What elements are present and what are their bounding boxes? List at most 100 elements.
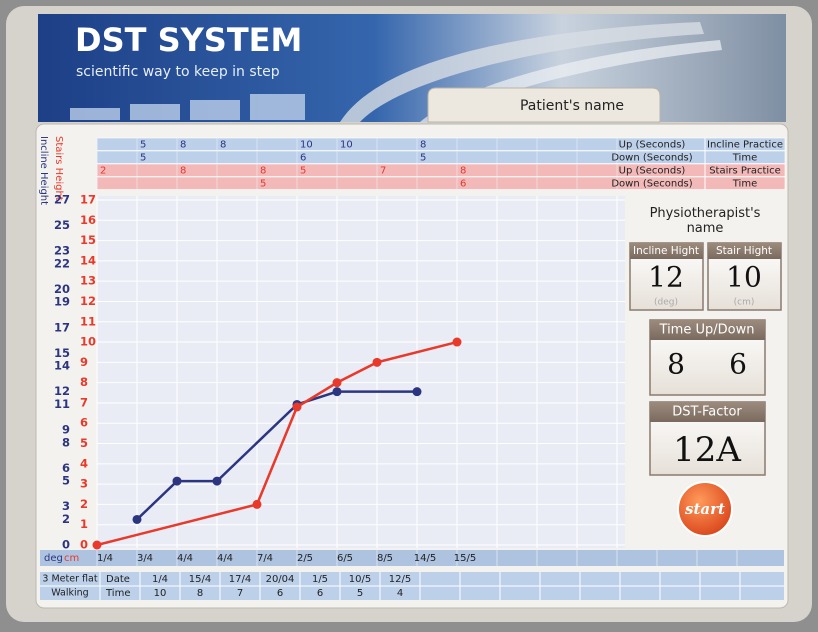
y2-tick-label: 13 (80, 274, 96, 288)
practice-value: 6 (300, 153, 306, 164)
walking-time: 5 (357, 588, 363, 599)
practice-value: 10 (300, 140, 313, 151)
data-point (373, 358, 382, 367)
practice-value: 10 (340, 140, 353, 151)
walking-date: 1/5 (312, 574, 328, 585)
y2-tick-label: 1 (80, 517, 88, 531)
practice-row-label: Down (Seconds) (611, 179, 692, 190)
practice-group-label: Time (732, 179, 757, 190)
y2-tick-label: 17 (80, 193, 96, 207)
y-tick-label: 27 (54, 193, 70, 207)
x-tick-label: 1/4 (97, 553, 113, 564)
practice-value: 5 (140, 140, 146, 151)
y-axis-label: deg (44, 553, 63, 564)
dst-label: DST-Factor (672, 405, 742, 420)
y-tick-label: 20 (54, 282, 70, 296)
app-title: DST SYSTEM (75, 21, 302, 59)
start-label[interactable]: start (685, 500, 725, 518)
y-tick-label: 14 (54, 359, 70, 373)
time-up: 8 (667, 348, 685, 381)
data-point (333, 387, 342, 396)
practice-value: 8 (220, 140, 226, 151)
incline-unit: (deg) (654, 298, 678, 308)
y2-tick-label: 0 (80, 538, 88, 552)
page: {"header": {"title": "DST SYSTEM", "subt… (0, 0, 818, 628)
y2-tick-label: 10 (80, 335, 96, 349)
walking-row-label: Time (105, 588, 130, 599)
x-tick-label: 4/4 (217, 553, 233, 564)
y-tick-label: 12 (54, 384, 70, 398)
y2-tick-label: 14 (80, 253, 96, 267)
walking-title: Walking (51, 588, 88, 599)
y2-tick-label: 12 (80, 294, 96, 308)
practice-value: 6 (460, 179, 466, 190)
walking-time: 7 (237, 588, 243, 599)
walking-time: 10 (154, 588, 167, 599)
app-subtitle: scientific way to keep in step (76, 64, 280, 80)
y2-tick-label: 5 (80, 436, 88, 450)
walking-date: 20/04 (266, 574, 295, 585)
y2-tick-label: 11 (80, 314, 96, 328)
y2-tick-label: 3 (80, 477, 88, 491)
x-tick-label: 3/4 (137, 553, 153, 564)
x-tick-label: 7/4 (257, 553, 273, 564)
walking-time: 6 (317, 588, 323, 599)
walking-date: 17/4 (229, 574, 251, 585)
y2-axis-label: cm (64, 553, 79, 564)
y-tick-label: 25 (54, 218, 70, 232)
screen: DST SYSTEM scientific way to keep in ste… (0, 0, 818, 628)
incline-label: Incline Hight (633, 245, 699, 257)
y2-tick-label: 6 (80, 416, 88, 430)
practice-value: 8 (420, 140, 426, 151)
axis-series-label: Stairs Height (53, 136, 64, 201)
y2-tick-label: 16 (80, 213, 96, 227)
walking-time: 6 (277, 588, 283, 599)
practice-value: 5 (420, 153, 426, 164)
practice-row-label: Up (Seconds) (619, 166, 686, 177)
time-down: 6 (729, 348, 747, 381)
y-tick-label: 2 (62, 512, 70, 526)
y-tick-label: 17 (54, 320, 70, 334)
practice-value: 8 (260, 166, 266, 177)
practice-value: 5 (300, 166, 306, 177)
physiotherapist-name[interactable]: Physiotherapist's name (640, 206, 770, 236)
practice-row-label: Down (Seconds) (611, 153, 692, 164)
x-tick-label: 15/5 (454, 553, 476, 564)
practice-value: 2 (100, 166, 106, 177)
walking-title: 3 Meter flat (42, 574, 97, 585)
walking-row-label: Date (106, 574, 130, 585)
practice-row-label: Up (Seconds) (619, 140, 686, 151)
y-tick-label: 23 (54, 244, 70, 258)
practice-value: 8 (180, 166, 186, 177)
data-point (453, 338, 462, 347)
time-label: Time Up/Down (659, 323, 755, 338)
stair-unit: (cm) (734, 298, 755, 308)
patient-name[interactable]: Patient's name (520, 98, 624, 114)
y-tick-label: 5 (62, 474, 70, 488)
y2-tick-label: 15 (80, 233, 96, 247)
x-tick-label: 14/5 (414, 553, 436, 564)
practice-value: 7 (380, 166, 386, 177)
practice-group-label: Stairs Practice (709, 166, 781, 177)
y-tick-label: 9 (62, 423, 70, 437)
walking-date: 1/4 (152, 574, 168, 585)
y2-tick-label: 7 (80, 395, 88, 409)
y2-tick-label: 2 (80, 497, 88, 511)
axis-series-label: Incline Height (38, 136, 49, 205)
data-point (253, 500, 262, 509)
y-tick-label: 0 (62, 538, 70, 552)
walking-time: 4 (397, 588, 403, 599)
practice-value: 5 (260, 179, 266, 190)
y2-tick-label: 4 (80, 456, 88, 470)
stair-label: Stair Hight (716, 245, 772, 257)
data-point (413, 387, 422, 396)
data-point (173, 477, 182, 486)
x-tick-label: 8/5 (377, 553, 393, 564)
walking-date: 12/5 (389, 574, 411, 585)
practice-group-label: Time (732, 153, 757, 164)
practice-group-label: Incline Practice (707, 140, 783, 151)
walking-time: 8 (197, 588, 203, 599)
data-point (213, 477, 222, 486)
y-tick-label: 19 (54, 295, 70, 309)
y-tick-label: 11 (54, 397, 70, 411)
